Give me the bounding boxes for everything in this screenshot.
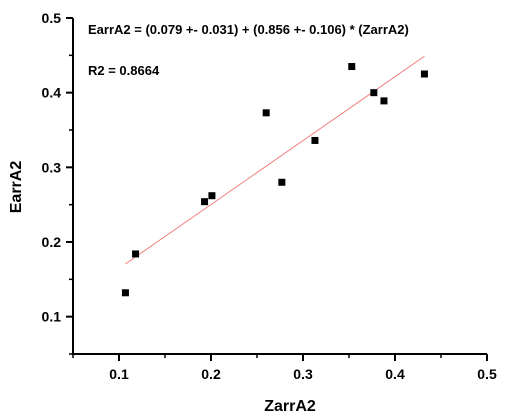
- x-axis-title: ZarrA2: [264, 398, 316, 415]
- ticks: 0.1 0.2 0.3 0.4 0.5 0.1 0.2 0.3 0.4 0.5: [42, 10, 497, 382]
- x-tick-label: 0.5: [477, 366, 497, 382]
- data-point: [132, 250, 140, 258]
- data-point: [278, 178, 286, 186]
- x-tick-label: 0.3: [293, 366, 313, 382]
- data-points: [121, 63, 428, 297]
- r-squared: R2 = 0.8664: [88, 63, 160, 78]
- y-tick-label: 0.1: [42, 309, 62, 325]
- axes: [72, 18, 487, 355]
- data-point: [262, 109, 270, 117]
- y-tick-label: 0.4: [42, 85, 62, 101]
- data-point: [208, 192, 216, 200]
- fit-line: [125, 55, 425, 265]
- data-point: [348, 63, 356, 71]
- data-point: [370, 89, 378, 97]
- y-tick-label: 0.3: [42, 159, 62, 175]
- data-point: [420, 70, 428, 78]
- data-point: [201, 198, 209, 206]
- fit-equation: EarrA2 = (0.079 +- 0.031) + (0.856 +- 0.…: [88, 22, 409, 37]
- fit-line-group: [125, 55, 425, 265]
- data-point: [380, 97, 388, 105]
- data-point: [121, 289, 129, 297]
- x-tick-label: 0.4: [385, 366, 405, 382]
- x-tick-label: 0.2: [201, 366, 221, 382]
- y-tick-label: 0.2: [42, 234, 62, 250]
- y-tick-label: 0.5: [42, 10, 62, 26]
- data-point: [311, 136, 319, 144]
- x-tick-label: 0.1: [109, 366, 129, 382]
- y-axis-title: EarrA2: [8, 161, 25, 214]
